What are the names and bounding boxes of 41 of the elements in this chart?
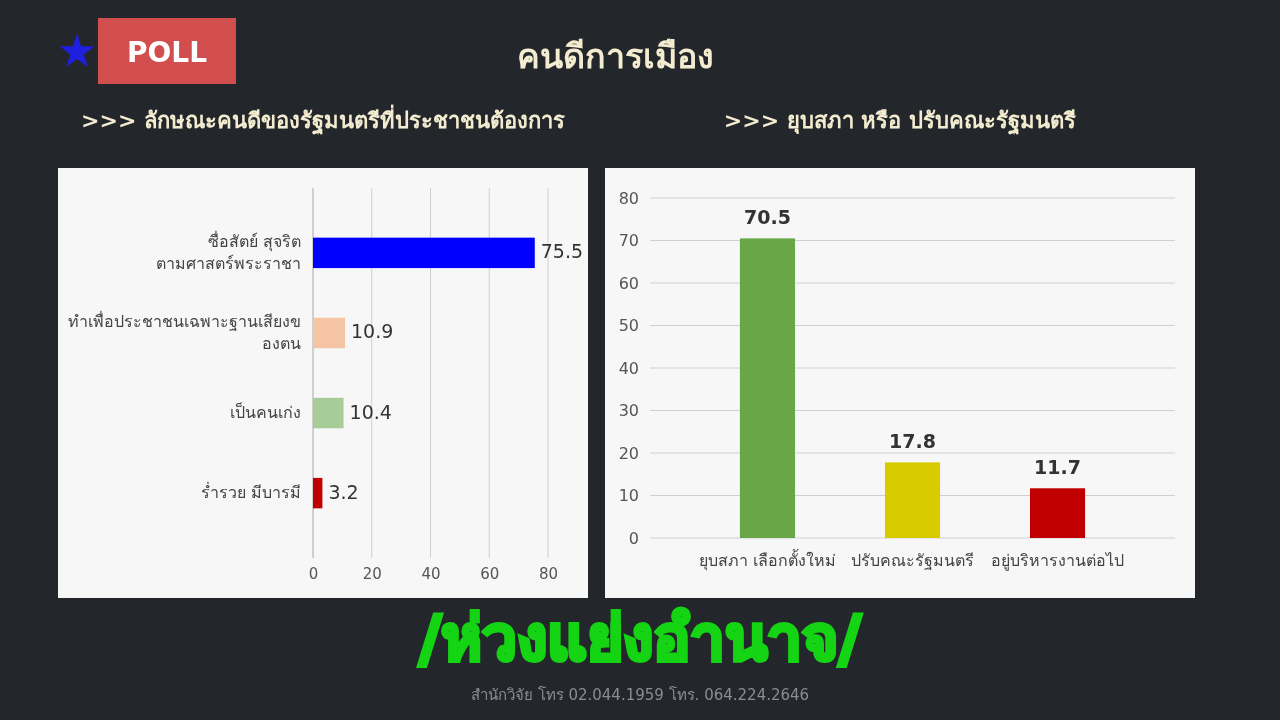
text: POLL bbox=[126, 36, 208, 69]
data-label: 70.5 bbox=[744, 206, 791, 229]
chart-title: >>> ลักษณะคนดีของรัฐมนตรีที่ประชาชนต้องการ bbox=[81, 104, 565, 135]
data-label: 3.2 bbox=[328, 480, 359, 503]
data-label: 11.7 bbox=[1034, 456, 1081, 479]
x-tick-label: ยุบสภา เลือกตั้งใหม่ bbox=[698, 549, 837, 571]
data-label: 10.9 bbox=[351, 320, 394, 343]
text: /ห่วงแย่งอำนาจ/ bbox=[418, 602, 862, 675]
bar bbox=[884, 462, 941, 538]
bar bbox=[739, 238, 796, 538]
y-tick-label: 60 bbox=[618, 273, 639, 293]
x-tick-label: 80 bbox=[538, 565, 559, 583]
data-label: 10.4 bbox=[349, 400, 392, 423]
bar bbox=[313, 397, 344, 429]
bar bbox=[313, 477, 323, 509]
y-tick-label: ทำเพื่อประชาชนเฉพาะฐานเสียงของตน bbox=[68, 309, 301, 353]
chart-title: >>> ยุบสภา หรือ ปรับคณะรัฐมนตรี bbox=[723, 108, 1077, 135]
bar bbox=[313, 317, 346, 349]
y-tick-label: 70 bbox=[618, 231, 639, 251]
x-tick-label: อยู่บริหารงานต่อไป bbox=[991, 551, 1125, 571]
text: สำนักวิจัย โทร 02.044.1959 โทร. 064.224.2646 bbox=[470, 686, 810, 704]
y-tick-label: 50 bbox=[618, 316, 639, 336]
bar bbox=[1029, 488, 1086, 538]
y-tick-label: 10 bbox=[618, 486, 639, 506]
y-tick-label: เป็นคนเก่ง bbox=[230, 401, 301, 422]
y-tick-label: 20 bbox=[618, 443, 639, 463]
y-tick-label: ร่ำรวย มีบารมี bbox=[200, 480, 301, 502]
y-tick-label: 30 bbox=[618, 401, 639, 421]
x-tick-label: ปรับคณะรัฐมนตรี bbox=[851, 551, 974, 570]
y-tick-label: 0 bbox=[628, 528, 639, 548]
data-label: 17.8 bbox=[889, 430, 936, 453]
x-tick-label: 0 bbox=[308, 565, 319, 583]
text: คนดีการเมือง bbox=[516, 36, 714, 76]
y-tick-label: ซื่อสัตย์ สุจริต ตามศาสตร์พระราชา bbox=[156, 229, 301, 273]
bar bbox=[313, 237, 535, 269]
x-tick-label: 40 bbox=[421, 565, 441, 583]
y-tick-label: 80 bbox=[618, 188, 639, 208]
y-tick-label: 40 bbox=[618, 358, 639, 378]
data-label: 75.5 bbox=[540, 240, 584, 263]
x-tick-label: 60 bbox=[480, 565, 500, 583]
x-tick-label: 20 bbox=[362, 565, 382, 583]
